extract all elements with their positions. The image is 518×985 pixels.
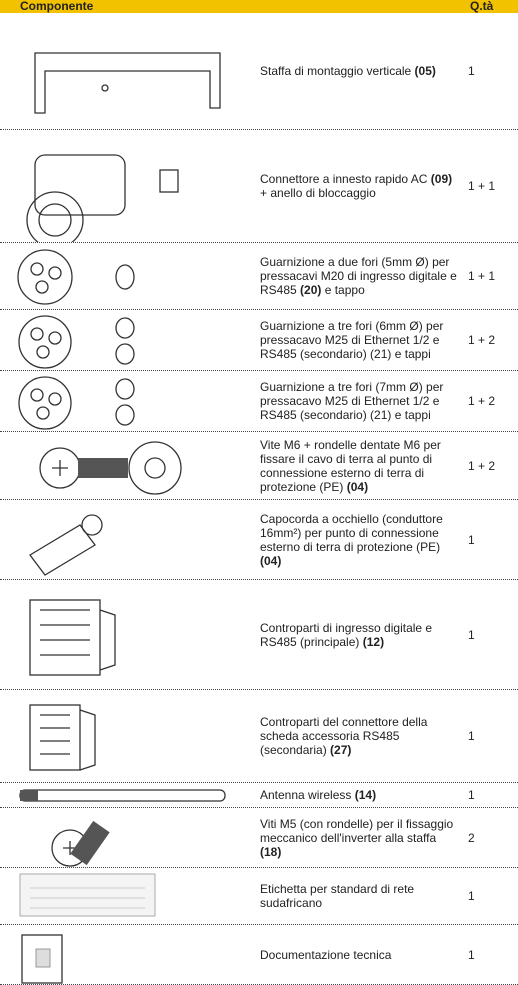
component-image <box>18 315 135 369</box>
description-text: Guarnizione a due fori (5mm Ø) per press… <box>260 255 457 297</box>
component-image <box>51 820 110 867</box>
description: Guarnizione a due fori (5mm Ø) per press… <box>260 255 460 297</box>
description-text: Capocorda a occhiello (conduttore 16mm²)… <box>260 511 443 554</box>
table-row: Guarnizione a tre fori (6mm Ø) per press… <box>0 310 518 371</box>
description: Vite M6 + rondelle dentate M6 per fissar… <box>260 438 460 494</box>
table-row: Connettore a innesto rapido AC (09) + an… <box>0 130 518 243</box>
code: (20) <box>300 283 322 297</box>
component-image <box>26 154 179 242</box>
code: (18) <box>260 844 282 859</box>
table-row: Staffa di montaggio verticale (05) 1 <box>0 13 518 130</box>
description: Guarnizione a tre fori (6mm Ø) per press… <box>260 319 460 361</box>
quantity: 1 <box>468 889 475 903</box>
table-row: Capocorda a occhiello (conduttore 16mm²)… <box>0 500 518 580</box>
table-row: Controparti di ingresso digitale e RS485… <box>0 580 518 690</box>
table-row: Controparti del connettore della scheda … <box>0 690 518 783</box>
description: Capocorda a occhiello (conduttore 16mm²)… <box>260 512 460 568</box>
description-text: Viti M5 (con rondelle) per il fissaggio … <box>260 816 454 845</box>
code: (05) <box>414 64 436 78</box>
component-image <box>34 52 221 114</box>
component-image <box>19 789 226 802</box>
description: Etichetta per standard di rete sudafrica… <box>260 882 460 910</box>
description: Controparti di ingresso digitale e RS485… <box>260 621 460 649</box>
component-image <box>17 249 135 305</box>
component-image <box>29 704 96 771</box>
table-row: Etichetta per standard di rete sudafrica… <box>0 868 518 925</box>
code: (09) <box>430 172 453 186</box>
quantity: 1 <box>468 947 475 962</box>
component-image <box>39 441 182 495</box>
quantity: 1 <box>468 532 475 547</box>
quantity: 1 <box>468 788 475 802</box>
description-text: Controparti di ingresso digitale e RS485… <box>260 620 433 649</box>
header-component: Componente <box>20 0 94 13</box>
description-text: Controparti del connettore della scheda … <box>260 715 428 757</box>
table-row: Guarnizione a due fori (5mm Ø) per press… <box>0 243 518 310</box>
description: Guarnizione a tre fori (7mm Ø) per press… <box>260 380 460 422</box>
description: Staffa di montaggio verticale (05) <box>260 64 460 78</box>
code: (14) <box>354 788 377 802</box>
description-text: Documentazione tecnica <box>260 947 392 962</box>
quantity: 1 + 1 <box>468 179 496 193</box>
component-image <box>19 873 156 917</box>
description-text: Guarnizione a tre fori (7mm Ø) per press… <box>260 380 444 422</box>
code: (04) <box>346 479 369 494</box>
description-text: Staffa di montaggio verticale <box>260 64 415 78</box>
table-row: Guarnizione a tre fori (7mm Ø) per press… <box>0 371 518 432</box>
description-text: Vite M6 + rondelle dentate M6 per fissar… <box>260 437 441 494</box>
component-image <box>18 376 135 430</box>
description: Documentazione tecnica <box>260 948 460 962</box>
quantity: 1 + 1 <box>468 269 496 283</box>
table-row: Vite M6 + rondelle dentate M6 per fissar… <box>0 432 518 500</box>
quantity: 1 <box>468 64 475 78</box>
table-row: Viti M5 (con rondelle) per il fissaggio … <box>0 808 518 868</box>
quantity: 1 <box>468 627 475 642</box>
quantity: 1 + 2 <box>468 458 496 473</box>
code: (04) <box>260 553 282 568</box>
quantity: 1 <box>468 729 475 743</box>
description: Connettore a innesto rapido AC (09) + an… <box>260 172 460 200</box>
code: (12) <box>362 634 385 649</box>
code: (27) <box>330 743 352 757</box>
table-body: Staffa di montaggio verticale (05) 1 Conne… <box>0 13 518 985</box>
quantity: 1 + 2 <box>468 394 496 408</box>
description-text: Etichetta per standard di rete sudafrica… <box>260 882 415 910</box>
description-text: Connettore a innesto rapido AC <box>260 172 431 186</box>
description-text: e tappo <box>321 283 365 297</box>
quantity: 2 <box>468 830 475 845</box>
description-text: Guarnizione a tre fori (6mm Ø) per press… <box>260 319 444 361</box>
table-row: Documentazione tecnica 1 <box>0 925 518 985</box>
description-text: + anello di bloccaggio <box>260 186 376 200</box>
component-image <box>21 934 63 984</box>
header-quantity: Q.tà <box>470 0 494 13</box>
description: Controparti del connettore della scheda … <box>260 715 460 757</box>
table-row: Antenna wireless (14) 1 <box>0 783 518 808</box>
description-text: Antenna wireless <box>260 788 355 802</box>
description: Viti M5 (con rondelle) per il fissaggio … <box>260 817 460 859</box>
component-image <box>29 599 116 676</box>
table-header: Componente Q.tà <box>0 0 518 13</box>
description: Antenna wireless (14) <box>260 788 460 802</box>
component-image <box>29 514 103 576</box>
quantity: 1 + 2 <box>468 333 496 347</box>
